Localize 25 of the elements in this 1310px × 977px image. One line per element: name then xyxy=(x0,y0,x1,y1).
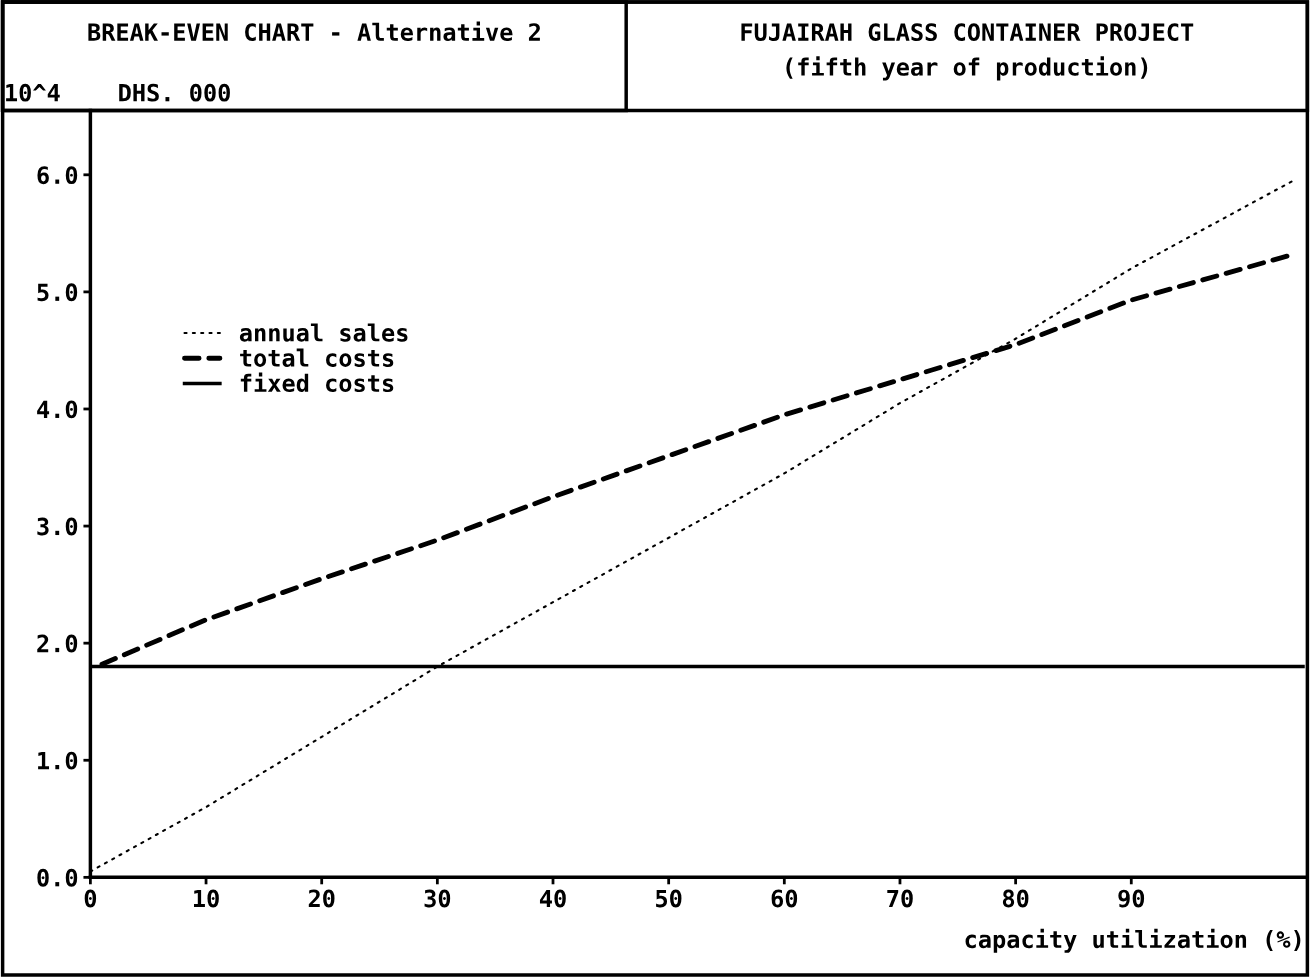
x-tick-label: 40 xyxy=(539,889,566,908)
x-tick-label: 20 xyxy=(308,889,335,908)
x-axis-title: capacity utilization (%) xyxy=(965,928,1301,953)
x-tick-label: 90 xyxy=(1118,889,1145,908)
legend-label: annual sales xyxy=(239,323,408,342)
x-tick-label: 0 xyxy=(84,889,97,908)
x-tick-label: 10 xyxy=(194,889,219,908)
y-tick-label: 0.0 xyxy=(37,868,78,887)
y-tick-label: 3.0 xyxy=(37,517,78,536)
y-tick-label: 6.0 xyxy=(37,166,78,185)
x-tick-label: 70 xyxy=(887,889,913,908)
y-tick-label: 2.0 xyxy=(37,634,78,653)
y-tick-label: 4.0 xyxy=(37,400,78,419)
text: (fifth year of production) xyxy=(786,56,1148,81)
chart-title: BREAK-EVEN CHART - Alternative 2 xyxy=(88,21,540,42)
y-tick-label: 5.0 xyxy=(37,283,78,302)
y-tick-label: 1.0 xyxy=(38,751,78,770)
legend-label: fixed costs xyxy=(240,372,394,393)
x-tick-label: 50 xyxy=(656,889,682,908)
x-tick-label: 30 xyxy=(424,889,451,908)
legend-label: total costs xyxy=(240,348,394,367)
x-tick-label: 80 xyxy=(1002,889,1029,908)
y-axis-title: 10^4 DHS. 000 xyxy=(6,83,230,102)
x-tick-label: 60 xyxy=(771,889,798,908)
chart-subtitle: FUJAIRAH GLASS CONTAINER PROJECT xyxy=(741,23,1194,42)
